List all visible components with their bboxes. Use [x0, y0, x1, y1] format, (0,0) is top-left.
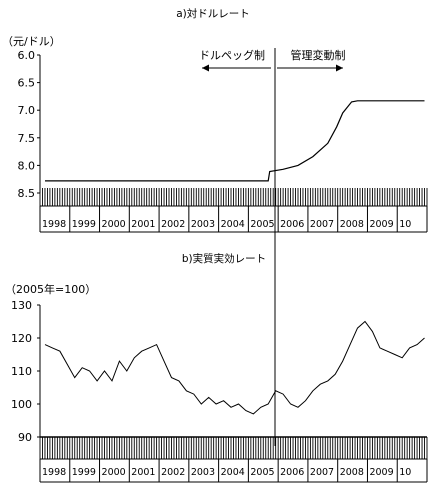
x-tick-label: 2001 [131, 467, 155, 478]
x-tick-label: 2002 [161, 219, 185, 230]
annotation-arrow-right [277, 64, 343, 72]
y-tick-label: 100 [11, 398, 32, 411]
monthly-ticks [39, 188, 428, 206]
x-tick-label: 2007 [310, 219, 334, 230]
chart-a-ylabel: （元/ドル） [2, 35, 61, 48]
chart-a-plot: 6.0 6.5 7.0 7.5 8.0 8.5 1998 1999 2000 2001 2002 20… [18, 49, 428, 233]
x-tick-label: 1998 [42, 467, 66, 478]
x-tick-label: 2003 [191, 467, 215, 478]
x-tick-label: 2003 [191, 219, 215, 230]
monthly-ticks [39, 437, 428, 459]
y-tick-label: 8.0 [18, 159, 36, 172]
x-tick-label: 2008 [340, 219, 364, 230]
x-tick-label: 2006 [280, 467, 304, 478]
y-tick-label: 6.5 [18, 77, 36, 90]
y-tick-label: 8.5 [18, 187, 36, 200]
x-tick-label: 1998 [42, 219, 66, 230]
x-tick-label: 2006 [280, 219, 304, 230]
x-tick-label: 1999 [72, 219, 96, 230]
x-tick-label: 2005 [250, 467, 274, 478]
chart-b-ylabel: （2005年=100） [5, 282, 96, 296]
y-tick-label: 130 [11, 299, 32, 312]
y-tick-label: 110 [11, 365, 32, 378]
y-tick-label: 90 [18, 431, 32, 444]
x-tick-label: 2008 [340, 467, 364, 478]
x-tick-label: 2001 [131, 219, 155, 230]
series-line-cny-usd [45, 100, 425, 182]
series-line-reer [44, 320, 425, 415]
y-tick-label: 6.0 [18, 49, 36, 62]
y-tick-label: 120 [11, 332, 32, 345]
x-tick-label: 10 [399, 219, 411, 230]
x-tick-label: 2009 [369, 219, 393, 230]
y-tick-label: 7.5 [18, 132, 36, 145]
x-tick-label: 2004 [221, 467, 245, 478]
annotation-arrow-left [202, 64, 271, 72]
chart-b-plot: 90 100 110 120 130 1998 1999 2000 2001 2002 2003 20… [11, 299, 428, 483]
annotation-dollar-peg: ドルペッグ制 [199, 48, 265, 62]
x-tick-label: 10 [399, 467, 411, 478]
annotation-managed-float: 管理変動制 [291, 48, 346, 62]
chart-b-title: b)実質実効レート [182, 252, 266, 265]
x-tick-label: 2000 [102, 467, 126, 478]
x-tick-label: 2005 [250, 219, 274, 230]
chart-a-title: a)対ドルレート [176, 7, 250, 20]
x-tick-label: 2007 [310, 467, 334, 478]
x-tick-label: 2009 [369, 467, 393, 478]
x-tick-label: 2000 [102, 219, 126, 230]
x-tick-label: 2002 [161, 467, 185, 478]
x-tick-label: 1999 [72, 467, 96, 478]
x-tick-label: 2004 [221, 219, 245, 230]
y-tick-label: 7.0 [18, 104, 36, 117]
